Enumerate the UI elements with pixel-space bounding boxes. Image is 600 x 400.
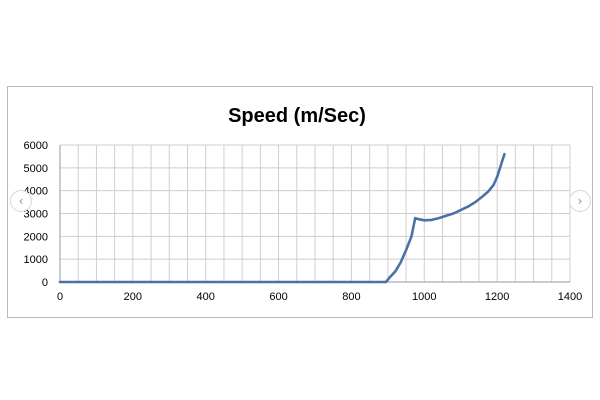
series-layer bbox=[58, 152, 506, 284]
x-tick-label: 800 bbox=[342, 291, 360, 303]
x-tick-label: 1000 bbox=[412, 291, 436, 303]
y-tick-label: 0 bbox=[42, 277, 48, 289]
y-tick-label: 1000 bbox=[24, 254, 48, 266]
y-tick-label: 2000 bbox=[24, 231, 48, 243]
x-tick-label: 200 bbox=[124, 291, 142, 303]
carousel-next-button[interactable]: › bbox=[569, 190, 591, 212]
chart-frame: Speed (m/Sec) 0 200 400 600 800 1000 1200 1400 0… bbox=[7, 86, 593, 318]
speed-chart: Speed (m/Sec) 0 200 400 600 800 1000 1200 1400 0… bbox=[24, 105, 583, 303]
y-tick-label: 5000 bbox=[24, 163, 48, 175]
chart-title: Speed (m/Sec) bbox=[228, 105, 366, 127]
x-tick-label: 600 bbox=[269, 291, 287, 303]
tick-labels: 0 200 400 600 800 1000 1200 1400010002000300040… bbox=[24, 140, 583, 303]
y-tick-label: 3000 bbox=[24, 209, 48, 221]
x-tick-label: 0 bbox=[57, 291, 63, 303]
speed-series-line bbox=[58, 152, 506, 284]
y-tick-label: 6000 bbox=[24, 140, 48, 152]
grid bbox=[59, 144, 571, 283]
carousel-prev-button[interactable]: ‹ bbox=[10, 190, 32, 212]
x-tick-label: 400 bbox=[197, 291, 215, 303]
x-tick-label: 1200 bbox=[485, 291, 509, 303]
x-tick-label: 1400 bbox=[558, 291, 582, 303]
